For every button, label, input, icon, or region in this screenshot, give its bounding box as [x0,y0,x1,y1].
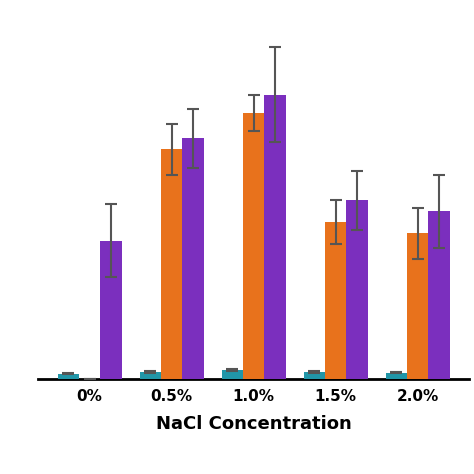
Bar [264,94,285,379]
Bar [161,149,182,379]
Bar [346,201,368,379]
Bar [57,374,79,379]
Bar [139,372,161,379]
Bar [325,222,346,379]
Bar [243,113,264,379]
Bar [222,370,243,379]
Bar [407,233,428,379]
Bar [304,372,325,379]
Bar [428,211,450,379]
X-axis label: NaCl Concentration: NaCl Concentration [156,415,351,433]
Bar [100,240,121,379]
Bar [386,373,407,379]
Bar [182,138,203,379]
